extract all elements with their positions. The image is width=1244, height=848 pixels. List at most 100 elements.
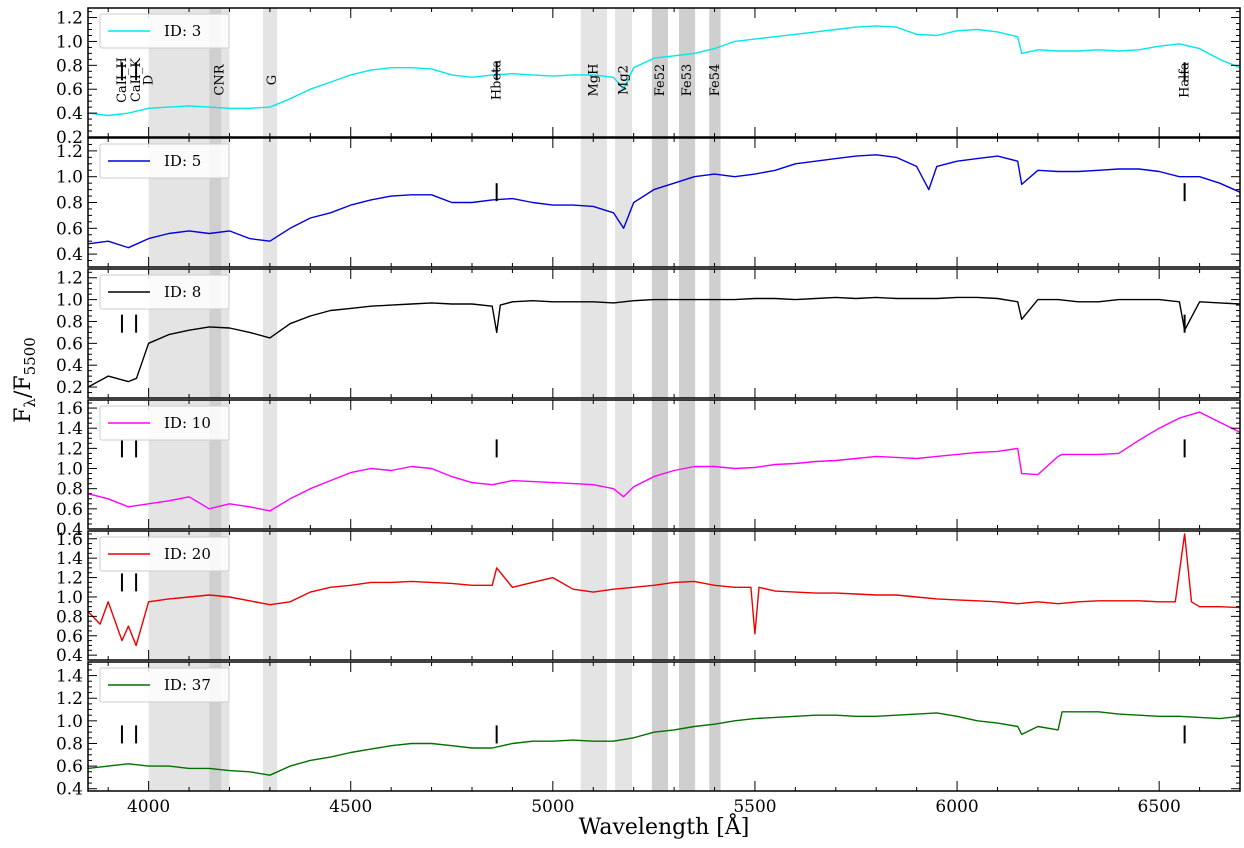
- panel-3: 0.20.40.60.81.01.2 ID: 8: [56, 268, 1241, 399]
- index-band-5: [580, 8, 608, 137]
- y-tick-label: 0.8: [56, 312, 83, 332]
- legend-label: ID: 5: [164, 152, 201, 170]
- index-band-8: [678, 662, 696, 791]
- index-band-3: [221, 531, 230, 660]
- y-tick-label: 0.8: [56, 607, 83, 627]
- panel-frame: [87, 268, 1241, 399]
- y-tick-label: 1.6: [56, 399, 83, 419]
- y-tick-label: 0.6: [56, 757, 83, 777]
- y-tick-label: 1.2: [56, 269, 83, 289]
- index-band-8: [678, 531, 696, 660]
- y-tick-label: 0.6: [56, 219, 83, 239]
- y-tick-label: 0.4: [56, 646, 83, 666]
- y-tick-label: 1.0: [56, 168, 83, 188]
- legend: ID: 37: [99, 667, 230, 703]
- panel-2: 0.4 0.6 0.8 1.0 1.2 ID: 5: [56, 137, 1241, 268]
- spectral-line-label: D: [142, 75, 157, 85]
- y-tick-label: 1.0: [56, 712, 83, 732]
- legend: ID: 8: [99, 274, 230, 310]
- index-band-9: [709, 662, 721, 791]
- panel-frame: [87, 399, 1241, 530]
- spectral-line-label: G: [265, 75, 280, 85]
- panel-4: 0.40.60.81.01.21.41.6 ID: 10: [56, 399, 1241, 540]
- y-tick-label: 1.0: [56, 588, 83, 608]
- spectral-line-label: MgH: [586, 64, 601, 97]
- y-tick-label: 0.6: [56, 80, 83, 100]
- y-tick-label: 0.8: [56, 480, 83, 500]
- index-band-8: [678, 138, 696, 267]
- legend-box: [99, 536, 230, 572]
- index-band-6: [615, 400, 633, 529]
- y-tick-label: 0.4: [56, 245, 83, 265]
- panel-frame: [87, 530, 1241, 661]
- legend-label: ID: 20: [164, 545, 211, 563]
- y-tick-label: 0.6: [56, 500, 83, 520]
- spectral-line-label: Mg2: [617, 65, 632, 95]
- x-tick-label: 5000: [531, 797, 574, 817]
- spectral-line-label: CNR: [212, 63, 227, 95]
- y-axis-title: Fλ/F5500: [11, 337, 39, 423]
- index-band-5: [580, 138, 608, 267]
- index-band-6: [615, 269, 633, 398]
- index-band-4: [263, 662, 278, 791]
- legend-box: [99, 143, 230, 179]
- y-tick-label: 0.8: [56, 194, 83, 214]
- x-tick-label: 5500: [733, 797, 776, 817]
- legend-label: ID: 3: [164, 22, 201, 40]
- index-band-3: [221, 400, 230, 529]
- index-band-6: [615, 8, 633, 137]
- index-band-6: [615, 662, 633, 791]
- index-band-9: [709, 8, 721, 137]
- legend: ID: 3: [99, 13, 230, 49]
- x-axis-title: Wavelength [Å]: [579, 812, 750, 840]
- y-tick-label: 0.4: [56, 780, 83, 800]
- index-band-8: [678, 400, 696, 529]
- spectrum-line: [87, 296, 1241, 388]
- y-tick-label: 1.2: [56, 9, 83, 29]
- legend: ID: 20: [99, 536, 230, 572]
- index-band-6: [615, 531, 633, 660]
- y-tick-label: 1.0: [56, 460, 83, 480]
- index-band-4: [263, 8, 278, 137]
- index-band-3: [221, 8, 230, 137]
- panel-1: 0.2 0.4 0.6 0.8 1.0 1.2 ID: 3 CaII_H CaII_KD CNR G…: [56, 7, 1241, 148]
- y-tick-label: 0.2: [56, 128, 83, 148]
- y-tick-label: 0.6: [56, 334, 83, 354]
- index-band-7: [651, 269, 669, 398]
- y-tick-label: 0.4: [56, 520, 83, 540]
- panel-6: 0.4 0.6 0.81.0 1.21.4 ID: 37: [56, 661, 1241, 800]
- spectral-line-label: CaII_H: [115, 57, 130, 103]
- x-tick-label: 4500: [329, 797, 372, 817]
- spectral-line-label: Fe53: [680, 64, 695, 97]
- y-tick-label: 1.4: [56, 549, 83, 569]
- panel-5: 0.40.60.81.01.21.41.6 ID: 20: [56, 530, 1241, 666]
- y-tick-label: 0.8: [56, 734, 83, 754]
- index-band-6: [615, 138, 633, 267]
- index-band-9: [709, 138, 721, 267]
- index-band-7: [651, 138, 669, 267]
- index-band-7: [651, 531, 669, 660]
- index-band-8: [678, 269, 696, 398]
- index-band-9: [709, 269, 721, 398]
- spectrum-line: [87, 533, 1241, 647]
- x-tick-label: 6000: [935, 797, 978, 817]
- spectral-line-label: Fe54: [708, 64, 723, 97]
- index-band-9: [709, 531, 721, 660]
- index-band-5: [580, 531, 608, 660]
- index-band-4: [263, 531, 278, 660]
- spectral-line-label: CaII_K: [129, 58, 144, 102]
- y-tick-label: 1.2: [56, 569, 83, 589]
- legend-label: ID: 10: [164, 414, 211, 432]
- spectrum-line: [87, 154, 1241, 249]
- spectral-line-label: Fe52: [653, 64, 668, 97]
- index-band-9: [709, 400, 721, 529]
- legend-box: [99, 405, 230, 441]
- y-tick-label: 1.2: [56, 439, 83, 459]
- index-band-3: [221, 138, 230, 267]
- legend: ID: 5: [99, 143, 230, 179]
- y-tick-label: 0.2: [56, 378, 83, 398]
- y-tick-label: 0.4: [56, 104, 83, 124]
- legend-box: [99, 274, 230, 310]
- y-tick-label: 1.4: [56, 667, 83, 687]
